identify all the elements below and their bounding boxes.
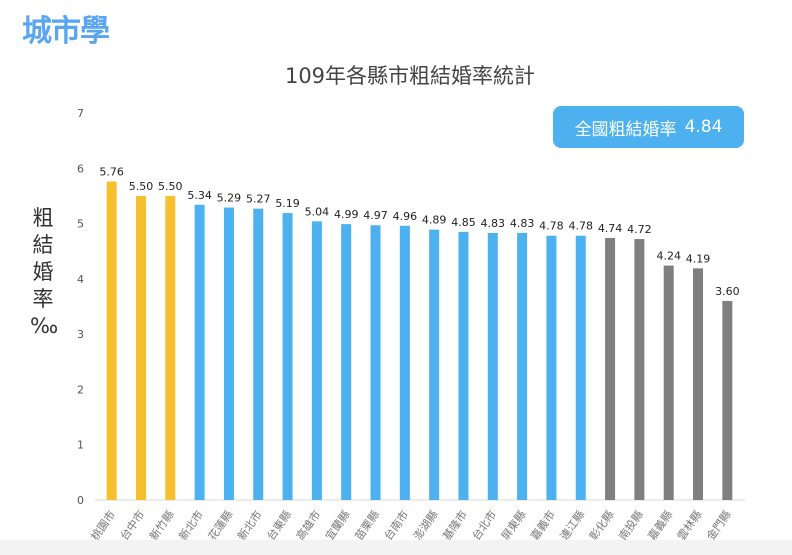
data-label: 4.85 (451, 216, 476, 229)
bar (253, 208, 264, 500)
data-label: 4.19 (686, 252, 711, 265)
x-tick-label: 桃園市 (88, 508, 118, 543)
bar (429, 229, 440, 500)
x-tick-label: 台中市 (117, 508, 147, 543)
data-label: 4.78 (539, 220, 564, 233)
data-label: 4.99 (334, 208, 359, 221)
x-tick-label: 彰化縣 (586, 508, 616, 543)
y-tick-label: 0 (77, 494, 84, 507)
bar (341, 224, 352, 501)
national-rate-label: 全國粗結婚率 (574, 119, 677, 140)
x-tick-label: 澎湖縣 (411, 508, 441, 542)
bar (487, 232, 498, 500)
bar (458, 231, 469, 500)
bar (546, 235, 557, 500)
bar (135, 195, 146, 500)
logo-text: 城市學 (22, 14, 110, 49)
data-label: 3.60 (715, 285, 740, 298)
data-label: 5.04 (305, 205, 330, 218)
data-label: 5.19 (275, 197, 300, 210)
bar (194, 204, 205, 500)
data-label: 5.27 (246, 193, 271, 206)
bar (370, 225, 381, 501)
x-tick-label: 台南市 (381, 508, 411, 543)
x-tick-label: 苗栗縣 (352, 508, 382, 542)
bar (311, 221, 322, 501)
bar (282, 213, 293, 500)
x-tick-label: 花蓮縣 (205, 508, 235, 543)
bar (693, 268, 704, 500)
data-label: 5.34 (187, 189, 212, 202)
bar (575, 235, 586, 500)
bar (722, 300, 733, 500)
bar (223, 207, 234, 500)
footer-bar (0, 540, 792, 555)
data-label: 4.72 (627, 223, 652, 236)
data-label: 4.83 (481, 217, 506, 230)
data-label: 4.89 (422, 214, 447, 227)
data-label: 5.76 (99, 166, 124, 179)
national-rate-badge: 全國粗結婚率 4.84 (553, 106, 744, 148)
bar (399, 225, 410, 501)
data-label: 5.50 (158, 180, 183, 193)
bar (663, 265, 674, 500)
x-tick-label: 宜蘭縣 (322, 508, 352, 543)
x-tick-label: 金門縣 (703, 508, 733, 543)
bar (165, 195, 176, 500)
x-tick-label: 基隆市 (440, 508, 470, 543)
x-tick-label: 連江縣 (557, 508, 587, 543)
y-tick-label: 3 (77, 328, 84, 341)
data-label: 4.24 (656, 250, 681, 263)
data-label: 5.29 (217, 192, 242, 205)
data-label: 4.97 (363, 209, 388, 222)
x-tick-label: 新北市 (176, 508, 206, 543)
y-tick-label: 1 (77, 439, 84, 452)
y-axis-label: 粗結婚率 ‰ (30, 206, 59, 338)
data-label: 4.78 (569, 220, 594, 233)
y-tick-label: 4 (77, 273, 84, 286)
y-tick-label: 6 (77, 162, 84, 175)
x-tick-label: 台東縣 (264, 508, 294, 543)
x-tick-label: 屏東縣 (499, 508, 529, 542)
logo: 城市學 (22, 6, 110, 50)
bar (517, 232, 528, 500)
x-tick-label: 高雄市 (293, 508, 323, 543)
x-tick-label: 雲林縣 (674, 508, 704, 543)
national-rate-value: 4.84 (684, 117, 723, 137)
data-label: 4.83 (510, 217, 535, 230)
y-tick-label: 5 (77, 218, 84, 231)
bar (605, 237, 616, 500)
x-tick-label: 嘉義縣 (645, 508, 675, 543)
chart-title: 109年各縣市粗結婚率統計 (284, 64, 536, 88)
x-tick-label: 新竹縣 (146, 508, 176, 543)
y-tick-label: 7 (77, 107, 84, 120)
bar (106, 181, 117, 500)
x-tick-label: 南投縣 (615, 508, 645, 543)
y-tick-label: 2 (77, 383, 84, 396)
x-tick-label: 嘉義市 (527, 508, 557, 543)
data-label: 5.50 (129, 180, 154, 193)
data-label: 4.74 (598, 222, 623, 235)
bar (634, 239, 645, 500)
x-tick-label: 台北市 (469, 508, 499, 543)
x-tick-label: 新北市 (234, 508, 264, 543)
data-label: 4.96 (393, 210, 418, 223)
